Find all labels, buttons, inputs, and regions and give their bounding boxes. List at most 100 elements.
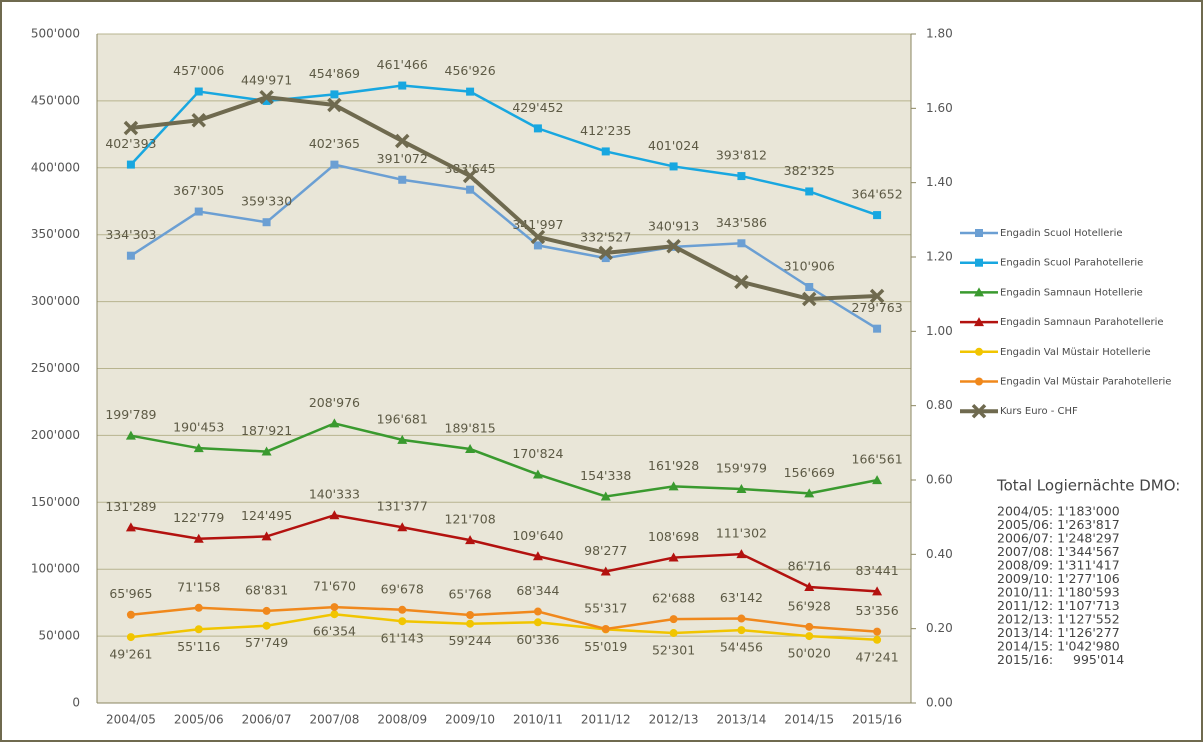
data-point bbox=[598, 245, 613, 261]
data-label: 196'681 bbox=[377, 411, 428, 426]
data-label: 66'354 bbox=[313, 624, 356, 639]
data-label: 57'749 bbox=[245, 635, 288, 650]
data-label: 199'789 bbox=[105, 407, 156, 422]
y2-tick-label: 0.40 bbox=[926, 547, 953, 561]
data-label: 412'235 bbox=[580, 123, 631, 138]
y-tick-label: 350'000 bbox=[31, 227, 80, 241]
data-label: 122'779 bbox=[173, 510, 224, 525]
data-point bbox=[805, 622, 814, 631]
legend-marker bbox=[971, 403, 987, 419]
data-point bbox=[804, 581, 815, 591]
data-point bbox=[126, 610, 135, 619]
data-point bbox=[873, 211, 882, 220]
data-point bbox=[462, 168, 478, 184]
data-label: 402'365 bbox=[309, 136, 360, 151]
legend-label: Engadin Samnaun Hotellerie bbox=[1000, 287, 1143, 298]
annotation-line: 2005/06: 1'263'817 bbox=[997, 517, 1120, 532]
y-tick-label: 100'000 bbox=[31, 562, 80, 576]
data-point bbox=[329, 418, 340, 428]
data-label: 166'561 bbox=[852, 452, 903, 467]
data-label: 367'305 bbox=[173, 183, 224, 198]
data-point bbox=[329, 510, 340, 520]
data-point bbox=[466, 619, 475, 628]
data-point bbox=[736, 549, 747, 559]
data-point bbox=[669, 629, 678, 638]
data-label: 65'768 bbox=[448, 587, 491, 602]
data-label: 131'377 bbox=[377, 499, 428, 514]
data-label: 382'325 bbox=[784, 163, 835, 178]
annotation-line: 2004/05: 1'183'000 bbox=[997, 504, 1120, 519]
data-point bbox=[125, 430, 136, 440]
data-point bbox=[259, 89, 274, 105]
data-label: 402'393 bbox=[105, 136, 156, 151]
data-point bbox=[666, 238, 681, 254]
data-point bbox=[668, 552, 679, 562]
series-line bbox=[130, 95, 878, 302]
data-label: 456'926 bbox=[445, 63, 496, 78]
data-point bbox=[397, 522, 408, 532]
y2-tick-label: 1.40 bbox=[926, 175, 953, 189]
x-tick-label: 2015/16 bbox=[852, 713, 902, 727]
data-point bbox=[533, 241, 542, 250]
data-label: 68'344 bbox=[516, 583, 559, 598]
legend-marker bbox=[975, 377, 983, 386]
series-line bbox=[130, 612, 878, 642]
data-label: 154'338 bbox=[580, 468, 631, 483]
data-point bbox=[194, 603, 203, 612]
data-label: 187'921 bbox=[241, 423, 292, 438]
data-label: 49'261 bbox=[109, 647, 152, 662]
y-tick-label: 400'000 bbox=[31, 160, 80, 174]
data-label: 50'020 bbox=[788, 646, 831, 661]
data-point bbox=[465, 535, 476, 545]
data-label: 161'928 bbox=[648, 458, 699, 473]
data-label: 55'019 bbox=[584, 639, 627, 654]
data-label: 56'928 bbox=[788, 598, 831, 613]
data-point bbox=[466, 185, 475, 194]
series-line bbox=[130, 513, 878, 593]
data-point bbox=[194, 207, 203, 216]
data-label: 111'302 bbox=[716, 526, 767, 541]
annotation-line: 2012/13: 1'127'552 bbox=[997, 612, 1120, 627]
data-label: 52'301 bbox=[652, 643, 695, 658]
data-point bbox=[873, 324, 882, 333]
data-point bbox=[262, 96, 271, 105]
data-label: 310'906 bbox=[784, 259, 835, 274]
y-tick-label: 250'000 bbox=[31, 361, 80, 375]
legend-label: Engadin Scuol Hotellerie bbox=[1000, 228, 1123, 239]
data-label: 189'815 bbox=[445, 421, 496, 436]
annotation-line: 2006/07: 1'248'297 bbox=[997, 531, 1120, 546]
annotation-line: 2010/11: 1'180'593 bbox=[997, 585, 1120, 600]
x-tick-label: 2008/09 bbox=[377, 713, 427, 727]
data-point bbox=[466, 611, 475, 620]
data-point bbox=[737, 614, 746, 623]
data-label: 86'716 bbox=[788, 558, 831, 573]
data-point bbox=[395, 133, 410, 149]
data-point bbox=[601, 624, 610, 633]
data-label: 131'289 bbox=[105, 499, 156, 514]
x-tick-label: 2013/14 bbox=[716, 713, 766, 727]
y-tick-label: 150'000 bbox=[31, 495, 80, 509]
data-label: 156'669 bbox=[784, 465, 835, 480]
data-label: 53'356 bbox=[855, 603, 898, 618]
data-label: 71'670 bbox=[313, 579, 356, 594]
y-tick-label: 200'000 bbox=[31, 428, 80, 442]
data-point bbox=[734, 274, 749, 290]
data-point bbox=[533, 618, 542, 627]
data-point bbox=[465, 444, 476, 454]
legend-marker bbox=[975, 229, 983, 237]
data-point bbox=[398, 605, 407, 614]
data-point bbox=[126, 633, 135, 642]
data-point bbox=[600, 566, 611, 576]
data-label: 55'116 bbox=[177, 639, 220, 654]
data-label: 454'869 bbox=[309, 66, 360, 81]
data-point bbox=[398, 617, 407, 626]
data-point bbox=[804, 488, 815, 498]
y2-tick-label: 0.20 bbox=[926, 621, 953, 635]
legend-label: Engadin Samnaun Parahotellerie bbox=[1000, 317, 1164, 328]
data-point bbox=[193, 533, 204, 543]
data-point bbox=[261, 531, 272, 541]
data-label: 334'303 bbox=[105, 227, 156, 242]
series-line bbox=[130, 605, 878, 633]
x-tick-label: 2011/12 bbox=[581, 713, 631, 727]
data-point bbox=[873, 635, 882, 644]
